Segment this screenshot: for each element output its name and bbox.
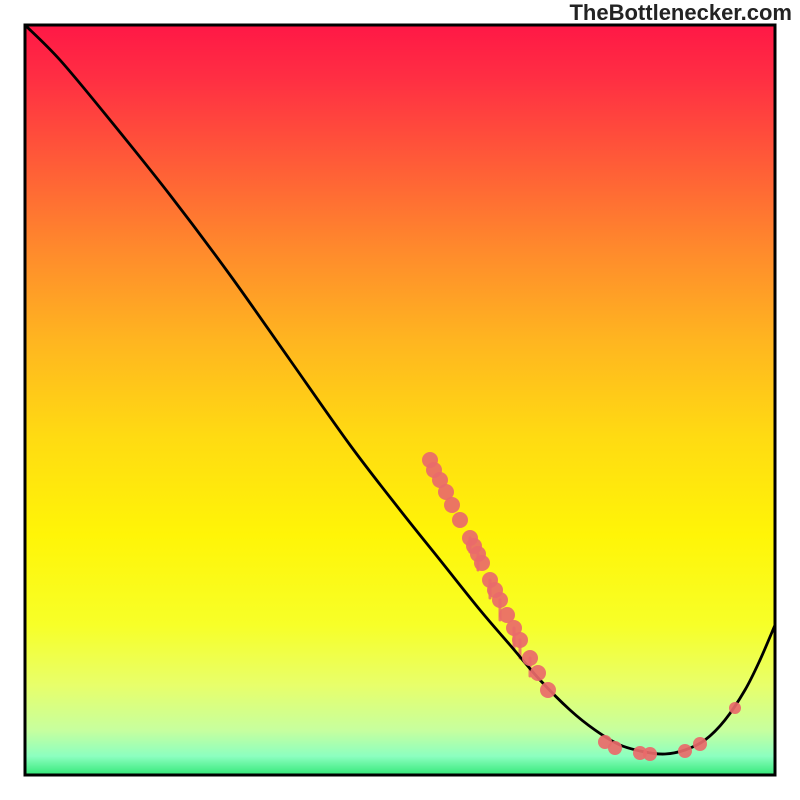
scatter-point xyxy=(522,650,538,666)
chart-container: TheBottlenecker.com xyxy=(0,0,800,800)
scatter-point xyxy=(530,665,546,681)
scatter-point xyxy=(540,682,556,698)
scatter-point xyxy=(729,702,741,714)
scatter-point xyxy=(678,744,692,758)
plot-background xyxy=(25,25,775,775)
scatter-point xyxy=(474,555,490,571)
scatter-point xyxy=(444,497,460,513)
bottleneck-curve-chart xyxy=(0,0,800,800)
scatter-point xyxy=(512,632,528,648)
scatter-point xyxy=(452,512,468,528)
scatter-point xyxy=(492,592,508,608)
scatter-point xyxy=(608,741,622,755)
scatter-point xyxy=(693,737,707,751)
scatter-point xyxy=(643,747,657,761)
